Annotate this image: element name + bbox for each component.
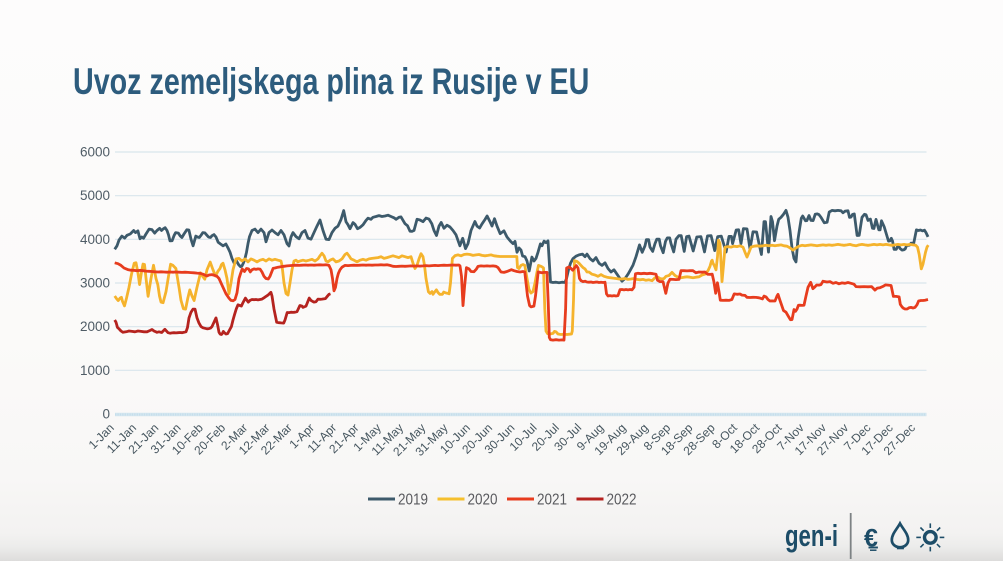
svg-text:2000: 2000	[80, 319, 110, 334]
svg-text:2021: 2021	[537, 492, 567, 509]
svg-text:1000: 1000	[80, 363, 110, 378]
svg-text:6000: 6000	[80, 145, 110, 160]
svg-text:gen-i: gen-i	[785, 518, 838, 553]
svg-text:2022: 2022	[607, 492, 637, 509]
svg-text:5000: 5000	[80, 188, 110, 203]
svg-text:0: 0	[102, 407, 110, 422]
svg-text:3000: 3000	[80, 276, 110, 291]
svg-text:2019: 2019	[398, 492, 428, 509]
svg-text:2020: 2020	[468, 492, 498, 509]
svg-text:€: €	[864, 525, 878, 553]
svg-text:4000: 4000	[80, 232, 110, 247]
